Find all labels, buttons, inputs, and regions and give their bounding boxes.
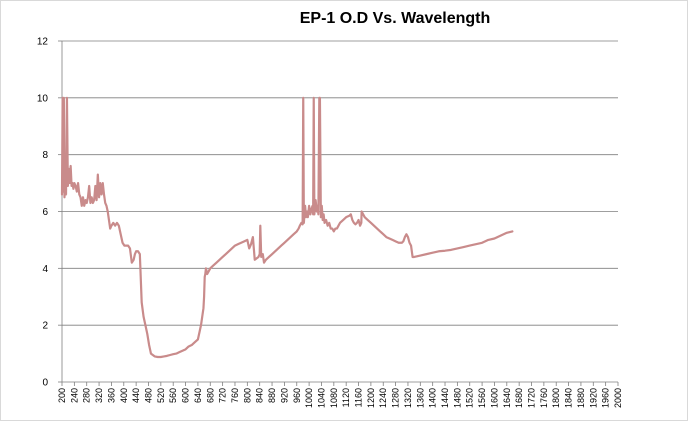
x-tick-label: 480 (143, 388, 153, 403)
x-tick-label: 200 (57, 388, 67, 403)
x-tick-label: 1080 (329, 388, 339, 408)
chart-title: EP-1 O.D Vs. Wavelength (299, 10, 491, 27)
x-tick-label: 320 (94, 388, 104, 403)
x-tick-label: 1320 (403, 388, 413, 408)
series-line-0 (60, 96, 514, 359)
x-tick-label: 1600 (489, 388, 499, 408)
x-tick-label: 1000 (304, 388, 314, 408)
x-tick-label: 1560 (477, 388, 487, 408)
x-tick-label: 1520 (465, 388, 475, 408)
y-tick-label: 0 (42, 378, 48, 389)
x-tick-label: 880 (267, 388, 277, 403)
x-tick-label: 520 (156, 388, 166, 403)
x-tick-label: 1720 (527, 388, 537, 408)
x-tick-label: 360 (106, 388, 116, 403)
x-tick-label: 1640 (502, 388, 512, 408)
x-tick-label: 1280 (391, 388, 401, 408)
y-tick-labels: 0 2 4 6 8 10 12 (37, 37, 49, 389)
x-tick-label: 760 (230, 388, 240, 403)
x-tick-label: 1960 (601, 388, 611, 408)
x-tick-label: 640 (193, 388, 203, 403)
x-tick-label: 2000 (613, 388, 623, 408)
x-tick-labels: 200 240 280 320 360 400 440 480 520 560 600 640 680 7… (57, 388, 623, 408)
y-tick-label: 6 (42, 207, 48, 218)
y-tick-label: 4 (42, 264, 48, 275)
axes (58, 40, 619, 386)
x-tick-label: 1240 (378, 388, 388, 408)
x-tick-label: 1440 (440, 388, 450, 408)
x-tick-label: 1680 (514, 388, 524, 408)
x-tick-label: 1400 (428, 388, 438, 408)
x-tick-label: 920 (279, 388, 289, 403)
x-tick-label: 680 (205, 388, 215, 403)
x-tick-label: 400 (119, 388, 129, 403)
x-tick-label: 1920 (588, 388, 598, 408)
x-tick-label: 560 (168, 388, 178, 403)
x-tick-label: 1360 (415, 388, 425, 408)
x-tick-label: 1480 (452, 388, 462, 408)
x-tick-label: 280 (82, 388, 92, 403)
y-tick-label: 2 (42, 321, 48, 332)
x-tick-label: 1800 (551, 388, 561, 408)
x-tick-label: 1160 (354, 388, 364, 407)
x-tick-label: 1760 (539, 388, 549, 408)
y-tick-label: 10 (37, 93, 49, 104)
x-tick-label: 960 (292, 388, 302, 403)
y-tick-label: 8 (42, 150, 48, 161)
x-tick-label: 1840 (564, 388, 574, 408)
x-tick-label: 720 (218, 388, 228, 403)
x-tick-label: 240 (69, 388, 79, 403)
x-tick-label: 800 (242, 388, 252, 403)
x-tick-label: 840 (255, 388, 265, 403)
x-tick-label: 1880 (576, 388, 586, 408)
x-tick-label: 1040 (316, 388, 326, 408)
y-tick-label: 12 (37, 37, 49, 48)
x-tick-label: 1120 (341, 388, 351, 407)
x-tick-label: 440 (131, 388, 141, 403)
x-tick-label: 600 (181, 388, 191, 403)
series-group (60, 96, 514, 359)
x-tick-label: 1200 (366, 388, 376, 408)
grid-lines (62, 40, 618, 326)
